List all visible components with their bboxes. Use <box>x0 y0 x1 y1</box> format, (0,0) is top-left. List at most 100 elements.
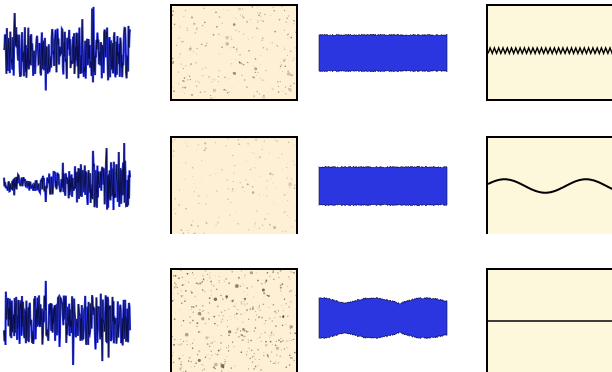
speckle-dot <box>181 284 184 286</box>
speckle-dot <box>192 306 195 308</box>
speckle-dot <box>201 310 203 312</box>
speckle-dot <box>278 276 280 279</box>
speckle-dot <box>250 349 253 352</box>
speckle-dot <box>272 270 274 271</box>
speckle-dot <box>263 355 265 357</box>
row-2-band-plot <box>318 165 448 207</box>
speckle-dot <box>283 298 286 300</box>
speckle-dot <box>178 277 180 280</box>
speckle-dot <box>287 315 289 318</box>
speckle-dot <box>263 296 265 298</box>
speckle-dot <box>195 80 197 82</box>
speckle-dot <box>194 32 196 34</box>
speckle-dot <box>204 356 207 358</box>
speckle-dot <box>269 223 271 226</box>
speckle-dot <box>172 86 173 89</box>
speckle-dot <box>174 288 176 290</box>
speckle-dot <box>187 229 189 231</box>
speckle-dot <box>256 308 259 310</box>
speckle-dot <box>180 26 182 28</box>
speckle-dot <box>283 194 286 196</box>
speckle-dot <box>248 49 251 52</box>
row-1-band <box>318 32 448 74</box>
speckle-dot <box>254 167 256 169</box>
speckle-dot <box>224 76 226 78</box>
speckle-dot <box>241 283 243 284</box>
row-2-profile-plot <box>488 138 612 234</box>
speckle-dot <box>206 42 208 45</box>
speckle-dot <box>202 25 204 27</box>
speckle-dot <box>293 57 295 59</box>
speckle-dot <box>218 76 220 78</box>
speckle-dot <box>240 351 243 353</box>
speckle-dot <box>295 308 296 310</box>
speckle-dot <box>181 366 183 368</box>
speckle-dot <box>279 270 282 272</box>
speckle-dot <box>240 270 243 272</box>
speckle-dot <box>208 358 211 360</box>
speckle-dot <box>226 356 227 358</box>
speckle-dot <box>229 78 231 80</box>
speckle-dot <box>273 226 277 229</box>
speckle-dot <box>253 152 256 155</box>
speckle-dot <box>179 343 181 345</box>
speckle-dot <box>259 309 261 311</box>
row-2-speckle-field <box>170 136 298 234</box>
speckle-dot <box>207 311 210 314</box>
speckle-dot <box>209 277 211 279</box>
speckle-dot <box>255 319 257 321</box>
speckle-dot <box>235 284 239 288</box>
speckle-dot <box>225 347 228 349</box>
speckle-dot <box>253 10 255 12</box>
speckle-dot <box>290 177 293 180</box>
speckle-dot <box>235 303 237 305</box>
speckle-dot <box>245 167 247 169</box>
speckle-dot <box>271 87 273 89</box>
speckle-dot <box>203 149 206 152</box>
speckle-dot <box>279 316 281 318</box>
speckle-dot <box>288 306 291 308</box>
speckle-dot <box>181 90 183 92</box>
speckle-dot <box>185 65 187 67</box>
speckle-dot <box>289 356 292 359</box>
speckle-dot <box>254 71 256 73</box>
speckle-dot <box>178 309 180 311</box>
speckle-dot <box>193 22 196 25</box>
speckle-dot <box>264 331 266 334</box>
speckle-dot <box>197 225 199 227</box>
speckle-dot <box>242 16 245 19</box>
speckle-dot <box>201 305 204 307</box>
speckle-dot <box>235 17 237 19</box>
speckle-dot <box>235 331 237 334</box>
speckle-dot <box>234 317 236 318</box>
speckle-dot <box>292 60 294 62</box>
speckle-dot <box>247 368 249 370</box>
speckle-dot <box>230 38 233 41</box>
speckle-dot <box>237 327 239 329</box>
speckle-dot <box>208 301 210 303</box>
speckle-dot <box>173 207 176 210</box>
speckle-dot <box>174 282 176 284</box>
speckle-dot <box>243 297 247 301</box>
speckle-dot <box>209 272 211 274</box>
band-shape <box>318 297 448 339</box>
speckle-dot <box>293 271 295 274</box>
speckle-dot <box>228 345 229 347</box>
speckle-dot <box>280 349 282 351</box>
speckle-dot <box>187 360 190 362</box>
speckle-dot <box>221 46 223 48</box>
speckle-dot <box>277 45 279 47</box>
speckle-dot <box>187 281 190 283</box>
speckle-dot <box>268 307 270 308</box>
speckle-dot <box>208 275 210 277</box>
speckle-dot <box>182 40 185 43</box>
speckle-dot <box>229 315 231 317</box>
speckle-dot <box>192 50 195 53</box>
speckle-dot <box>286 340 288 342</box>
speckle-dot <box>278 339 280 342</box>
speckle-dot <box>253 368 255 370</box>
speckle-dot <box>185 290 187 292</box>
speckle-dot <box>240 303 243 305</box>
speckle-dot <box>272 333 275 336</box>
speckle-dot <box>210 350 212 352</box>
